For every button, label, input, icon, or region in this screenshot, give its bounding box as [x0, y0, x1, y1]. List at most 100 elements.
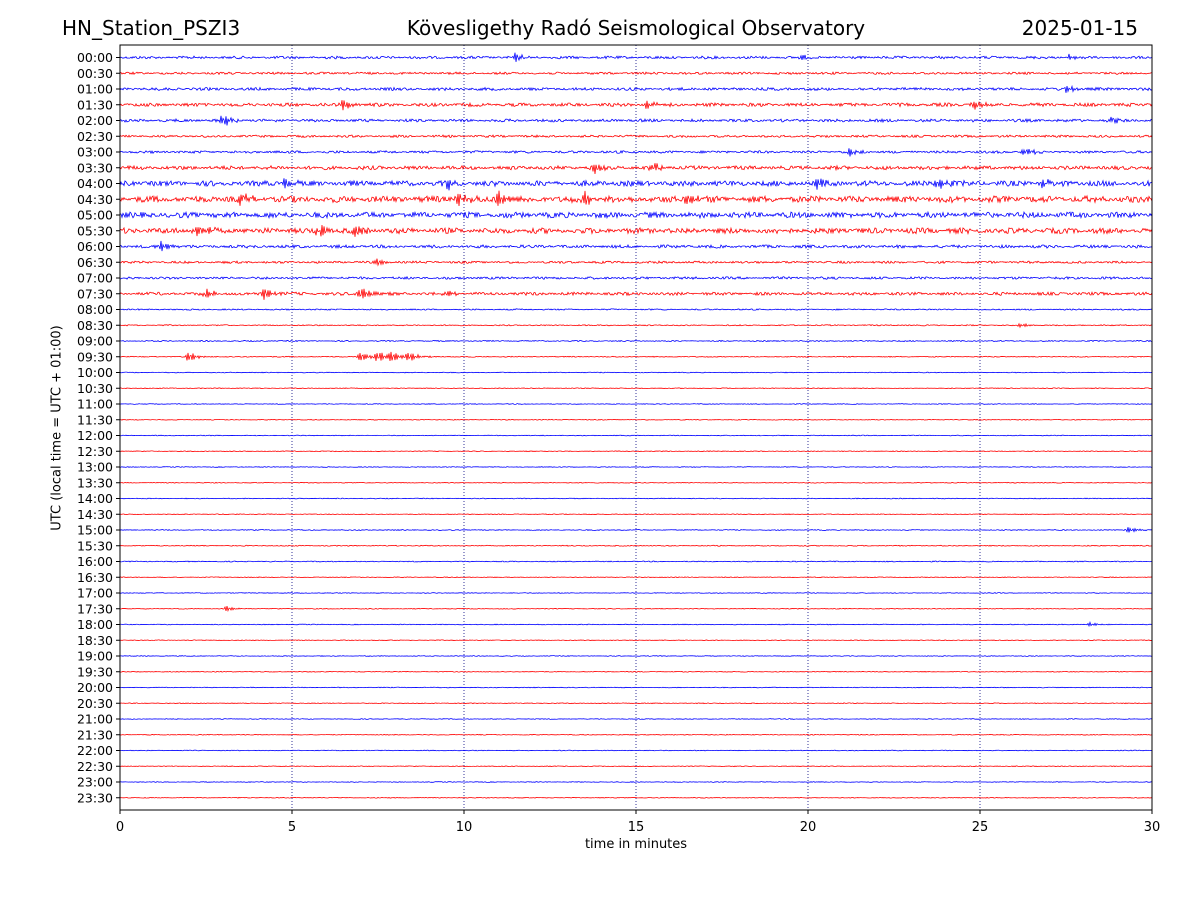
y-tick-label: 16:00: [77, 554, 113, 569]
x-tick-label: 10: [456, 820, 473, 835]
y-tick-label: 09:30: [77, 349, 113, 364]
trace-07:30: [119, 288, 1153, 300]
y-tick-label: 18:00: [77, 617, 113, 632]
trace-12:00: [119, 434, 1153, 437]
trace-08:30: [119, 322, 1153, 329]
plot-frame: [119, 44, 1153, 811]
y-tick-label: 08:00: [77, 302, 113, 317]
y-tick-label: 11:00: [77, 397, 113, 412]
station-name: HN_Station_PSZI3: [62, 16, 241, 40]
y-tick-label: 12:30: [77, 444, 113, 459]
trace-07:00: [119, 275, 1153, 280]
trace-00:00: [119, 52, 1153, 62]
y-tick-label: 07:00: [77, 271, 113, 286]
trace-01:30: [119, 100, 1153, 111]
y-tick-label: 04:30: [77, 192, 113, 207]
y-tick-label: 13:00: [77, 460, 113, 475]
y-tick-label: 01:30: [77, 97, 113, 112]
y-tick-label: 12:00: [77, 428, 113, 443]
y-tick-label: 05:00: [77, 208, 113, 223]
trace-02:00: [119, 115, 1153, 126]
y-tick-label: 03:30: [77, 160, 113, 175]
x-tick-label: 15: [628, 820, 645, 835]
x-tick-label: 0: [116, 820, 124, 835]
trace-09:00: [119, 339, 1153, 343]
trace-19:00: [119, 655, 1153, 657]
y-tick-label: 13:30: [77, 475, 113, 490]
trace-10:00: [119, 371, 1153, 374]
trace-14:30: [119, 513, 1153, 516]
y-tick-label: 22:00: [77, 743, 113, 758]
y-tick-label: 21:00: [77, 712, 113, 727]
trace-22:30: [119, 765, 1153, 768]
y-tick-label: 18:30: [77, 633, 113, 648]
y-tick-label: 06:30: [77, 255, 113, 270]
x-tick-label: 25: [972, 820, 989, 835]
x-tick-label: 30: [1144, 820, 1161, 835]
trace-13:00: [119, 466, 1153, 468]
y-tick-label: 01:00: [77, 82, 113, 97]
trace-19:30: [119, 670, 1153, 673]
trace-11:30: [119, 418, 1153, 421]
trace-04:30: [119, 190, 1153, 206]
x-tick-layer: 0 5 10 15 20 25 30: [116, 810, 1160, 835]
trace-layer: [119, 52, 1153, 799]
trace-04:00: [119, 178, 1153, 191]
trace-16:30: [119, 576, 1153, 579]
trace-18:30: [119, 639, 1153, 642]
y-tick-label: 10:30: [77, 381, 113, 396]
y-tick-label: 02:00: [77, 113, 113, 128]
y-tick-label: 11:30: [77, 412, 113, 427]
y-tick-label: 20:30: [77, 696, 113, 711]
trace-18:00: [119, 621, 1153, 628]
trace-02:30: [119, 134, 1153, 139]
y-tick-label: 00:00: [77, 50, 113, 65]
trace-03:30: [119, 163, 1153, 174]
y-axis-label: UTC (local time = UTC + 01:00): [49, 325, 65, 531]
y-tick-label: 07:30: [77, 286, 113, 301]
trace-06:00: [119, 240, 1153, 252]
trace-21:00: [119, 718, 1152, 720]
y-tick-label: 17:30: [77, 601, 113, 616]
trace-11:00: [119, 403, 1153, 405]
y-tick-label: 00:30: [77, 66, 113, 81]
y-tick-label: 06:00: [77, 239, 113, 254]
trace-15:00: [119, 527, 1153, 533]
y-tick-label: 17:00: [77, 586, 113, 601]
y-tick-label: 15:00: [77, 523, 113, 538]
trace-17:00: [119, 592, 1153, 594]
trace-23:30: [119, 796, 1153, 799]
trace-06:30: [119, 258, 1153, 267]
y-tick-label: 04:00: [77, 176, 113, 191]
y-tick-label: 15:30: [77, 538, 113, 553]
trace-10:30: [119, 387, 1153, 390]
trace-13:30: [119, 481, 1153, 484]
trace-21:30: [119, 733, 1153, 736]
y-tick-label: 20:00: [77, 680, 113, 695]
trace-03:00: [119, 148, 1153, 157]
y-tick-label: 14:00: [77, 491, 113, 506]
y-tick-label: 22:30: [77, 759, 113, 774]
trace-16:00: [119, 560, 1153, 563]
y-tick-label: 05:30: [77, 223, 113, 238]
trace-08:00: [119, 308, 1153, 311]
y-tick-label: 23:00: [77, 775, 113, 790]
trace-05:30: [119, 224, 1153, 237]
y-tick-label: 23:30: [77, 790, 113, 805]
y-tick-label: 03:00: [77, 145, 113, 160]
y-tick-label: 10:00: [77, 365, 113, 380]
chart-date: 2025-01-15: [1021, 16, 1138, 40]
trace-20:30: [119, 702, 1153, 705]
y-tick-label: 19:00: [77, 649, 113, 664]
y-tick-layer: 00:0000:3001:0001:3002:0002:3003:0003:30…: [77, 50, 120, 805]
trace-15:30: [119, 544, 1153, 547]
y-tick-label: 14:30: [77, 507, 113, 522]
y-tick-label: 19:30: [77, 664, 113, 679]
trace-23:00: [119, 781, 1153, 783]
grid-layer: [291, 45, 981, 810]
y-tick-label: 02:30: [77, 129, 113, 144]
trace-22:00: [119, 749, 1153, 752]
y-tick-label: 21:30: [77, 727, 113, 742]
trace-05:00: [119, 210, 1153, 220]
